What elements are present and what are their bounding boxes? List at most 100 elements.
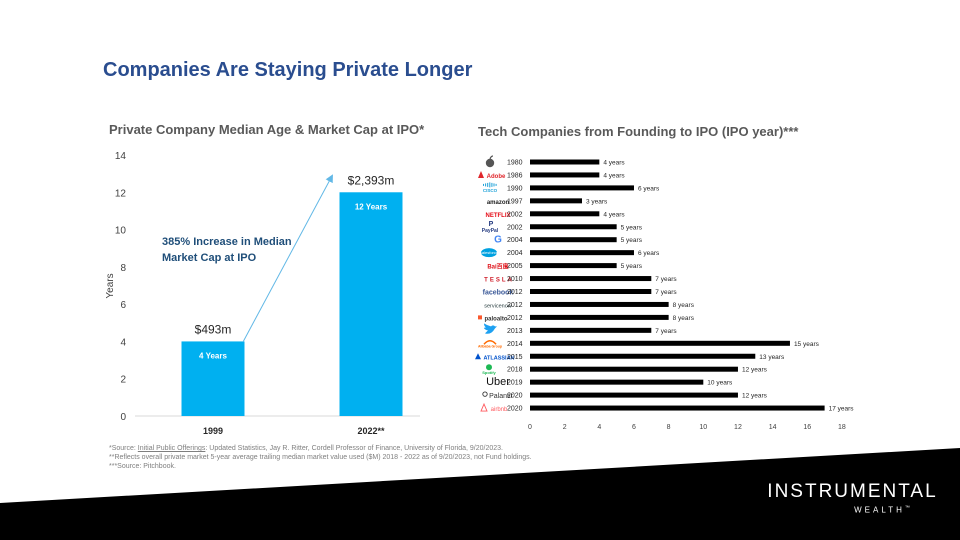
footnote-2: **Reflects overall private market 5-year… [109,454,532,461]
duration-label: 13 years [759,354,785,361]
company-row: Adobe 1986 4 years [478,170,625,180]
duration-label: 7 years [655,328,677,335]
x-tick-label: 8 [667,424,671,431]
company-row: salesforce 2004 6 years [480,248,660,258]
ipo-year-label: 1986 [507,172,523,179]
airbnb-logo-text: airbnb [491,407,508,413]
paloalto-logo-text: paloalto [484,316,507,322]
x-tick-label: 14 [769,424,777,431]
duration-label: 8 years [673,315,695,322]
atlassian-logo-text: ATLASSIAN [483,355,514,361]
spotify-logo-icon [486,364,492,371]
duration-bar [530,353,756,359]
left-chart-title: Private Company Median Age & Market Cap … [109,122,425,137]
duration-label: 3 years [586,198,608,205]
duration-bar [530,301,669,307]
x-tick-label: 6 [632,424,636,431]
company-row: Spotify 2018 12 years [482,364,768,375]
company-row: airbnb 2020 17 years [480,402,855,413]
duration-label: 4 years [603,211,625,218]
netflix-logo-text: NETFLIX [486,213,511,219]
x-tick-label: 18 [838,424,846,431]
duration-bar [530,185,634,191]
footnote-source-link[interactable]: Initial Public Offerings [137,445,206,452]
page-title: Companies Are Staying Private Longer [103,59,473,81]
atlassian-logo-icon [475,353,481,360]
ipo-year-label: 2004 [507,250,523,257]
salesforce-logo-text: salesforce [480,250,499,255]
y-tick-label: 2 [120,375,126,386]
duration-label: 12 years [742,393,768,400]
increase-annotation: 385% Increase in Median [162,236,292,248]
baidu-logo-text: Bai百度 [487,263,509,271]
footnotes: *Source: Initial Public Offerings: Updat… [109,444,532,471]
duration-bar [530,224,617,230]
company-row: 2013 7 years [484,323,677,335]
footnote-1: *Source: Initial Public Offerings: Updat… [109,445,504,452]
company-row: 1980 4 years [485,155,625,168]
ipo-year-label: 1980 [507,160,523,167]
cisco-logo-bar [483,183,484,186]
ipo-year-label: 1990 [507,185,523,192]
ipo-year-label: 2012 [507,302,523,309]
ipo-year-label: 2012 [507,289,523,296]
y-tick-label: 0 [120,412,126,423]
duration-label: 5 years [621,237,643,244]
ipo-year-label: 2014 [507,341,523,348]
duration-label: 7 years [655,276,677,283]
amazon-logo-text: amazon [487,200,510,206]
company-row: G 2004 5 years [494,235,643,246]
right-chart-title: Tech Companies from Founding to IPO (IPO… [478,124,799,139]
duration-label: 17 years [829,406,855,413]
duration-bar [530,198,582,204]
y-axis-label: Years [105,273,116,298]
servicenow-logo-text: servicenow [484,303,512,309]
duration-bar [530,340,790,346]
brand-line-2: WEALTH™ [854,505,913,515]
google-logo-text: G [494,235,502,246]
duration-label: 6 years [638,250,660,257]
x-tick-label: 0 [528,424,532,431]
adobe-logo-icon [478,170,484,178]
adobe-logo-text: Adobe [487,174,506,180]
airbnb-logo-icon [480,402,488,412]
cisco-logo-bar [489,182,491,188]
ipo-year-label: 2020 [507,393,523,400]
ipo-year-label: 2018 [507,367,523,374]
brand-line-1: INSTRUMENTAL [767,481,938,502]
y-tick-label: 6 [120,300,126,311]
duration-label: 4 years [603,172,625,179]
duration-bar [530,237,617,243]
ipo-year-label: 2004 [507,237,523,244]
duration-label: 8 years [673,302,695,309]
brand-logo: INSTRUMENTAL WEALTH™ [765,481,940,515]
duration-bar [530,250,634,256]
x-tick-label: 2 [563,424,567,431]
company-row: Alibaba Group 2014 15 years [478,340,820,348]
x-tick-label: 10 [699,424,707,431]
apple-logo-icon [485,158,495,168]
duration-bar [530,159,600,165]
y-tick-label: 8 [120,263,126,274]
ipo-year-label: 2002 [507,224,523,231]
twitter-logo-icon [484,323,497,334]
spotify-logo-text: Spotify [482,370,496,375]
cisco-logo-text: CISCO [483,188,498,193]
duration-label: 5 years [621,263,643,270]
ipo-year-label: 1997 [507,198,523,205]
ipo-year-label: 2002 [507,211,523,218]
duration-label: 6 years [638,185,660,192]
cisco-logo-bar [487,182,489,187]
duration-bar [530,263,617,269]
duration-bar [530,172,600,178]
footnote-3: ***Source: Pitchbook. [109,463,176,470]
